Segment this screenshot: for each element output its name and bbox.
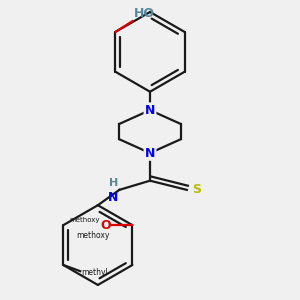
Text: S: S	[192, 183, 201, 196]
Text: N: N	[145, 147, 155, 160]
Text: methoxy: methoxy	[76, 231, 110, 240]
Text: HO: HO	[134, 7, 155, 20]
Text: N: N	[107, 191, 118, 204]
Text: methyl: methyl	[82, 268, 109, 277]
Text: H: H	[109, 178, 118, 188]
Text: methoxy: methoxy	[69, 217, 100, 223]
Text: O: O	[100, 219, 111, 232]
Text: N: N	[145, 103, 155, 117]
